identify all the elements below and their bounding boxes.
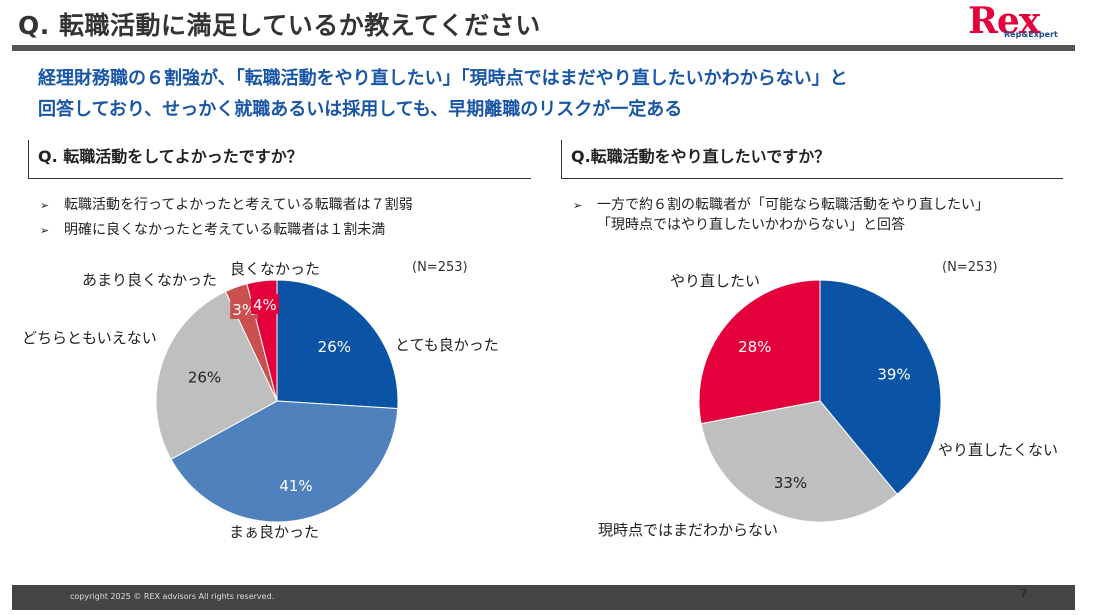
left-pie-category-2: どちらともいえない (22, 329, 157, 347)
pie-0-value-label-2: 26% (188, 368, 221, 386)
pie-1-value-label-0: 39% (877, 365, 910, 383)
left-bullet-1-text: 転職活動を行ってよかったと考えている転職者は７割弱 (64, 197, 413, 213)
footer-bar: copyright 2025 © REX advisors All rights… (12, 585, 1075, 610)
pie-0-label-bg-4 (250, 293, 279, 314)
left-pie-category-0: とても良かった (395, 336, 499, 354)
right-pie-category-2: やり直したい (670, 272, 761, 290)
left-bullet-1: ➢ 転職活動を行ってよかったと考えている転職者は７割弱 (40, 194, 413, 214)
logo-text: Rex (968, 0, 1040, 42)
left-pie-category-4: 良くなかった (230, 260, 321, 278)
headline-line-1: 経理財務職の６割強が、「転職活動をやり直したい」「現時点ではまだやり直したいかわ… (38, 68, 848, 89)
arrow-bullet-icon: ➢ (40, 224, 50, 237)
right-bullet-2-text: 「現時点ではやり直したいかわからない」と回答 (597, 217, 905, 233)
right-bullet-1: ➢ 一方で約６割の転職者が「可能なら転職活動をやり直したい」 (573, 194, 989, 214)
arrow-bullet-icon: ➢ (573, 199, 583, 212)
logo-subtext: Rep&Expert (1004, 30, 1058, 39)
pie-0-slice-1 (170, 400, 399, 523)
pie-0-value-label-3: 3% (232, 301, 256, 319)
left-question-title: Q. 転職活動をしてよかったですか？ (38, 147, 303, 166)
title-divider (12, 45, 1075, 51)
left-question-frame-bottom (28, 178, 531, 179)
pie-0-value-label-4: 4% (253, 296, 277, 314)
pie-1-value-label-2: 28% (738, 338, 771, 356)
right-bullet-1-text: 一方で約６割の転職者が「可能なら転職活動をやり直したい」 (597, 197, 989, 213)
arrow-bullet-icon: ➢ (40, 199, 50, 212)
left-bullet-2-text: 明確に良くなかったと考えている転職者は１割未満 (64, 222, 386, 238)
page-number: 7 (1020, 587, 1027, 600)
pie-1-slice-0 (819, 279, 942, 495)
right-bullet-1-continued: 「現時点ではやり直したいかわからない」と回答 (597, 214, 905, 234)
pie-0-value-label-1: 41% (279, 477, 312, 495)
left-pie-category-3: あまり良くなかった (82, 271, 218, 289)
left-pie-category-1: まぁ良かった (229, 523, 320, 541)
pie-1-slice-2 (698, 279, 821, 425)
right-question-frame-left (561, 140, 562, 178)
pie-0-slice-0 (276, 279, 399, 410)
left-n-count: (N=253) (412, 260, 468, 275)
pie-1-value-label-1: 33% (774, 474, 807, 492)
copyright-text: copyright 2025 © REX advisors All rights… (70, 592, 275, 601)
page-title: Q. 転職活動に満足しているか教えてください (18, 11, 541, 40)
right-n-count: (N=253) (942, 260, 998, 275)
rex-logo: Rex Rep&Expert (968, 0, 1060, 42)
pie-0-value-label-0: 26% (318, 338, 351, 356)
headline-line-2: 回答しており、せっかく就職あるいは採用しても、早期離職のリスクが一定ある (38, 99, 683, 120)
right-question-frame-bottom (561, 178, 1063, 179)
left-bullet-2: ➢ 明確に良くなかったと考えている転職者は１割未満 (40, 219, 385, 239)
left-question-frame-left (28, 140, 29, 178)
right-question-title: Q.転職活動をやり直したいですか？ (571, 147, 831, 166)
right-pie-category-0: やり直したくない (938, 441, 1059, 459)
pie-1-slice-1 (700, 400, 898, 523)
right-pie-category-1: 現時点ではまだわからない (598, 521, 779, 539)
pie-0-slice-2 (155, 290, 278, 460)
